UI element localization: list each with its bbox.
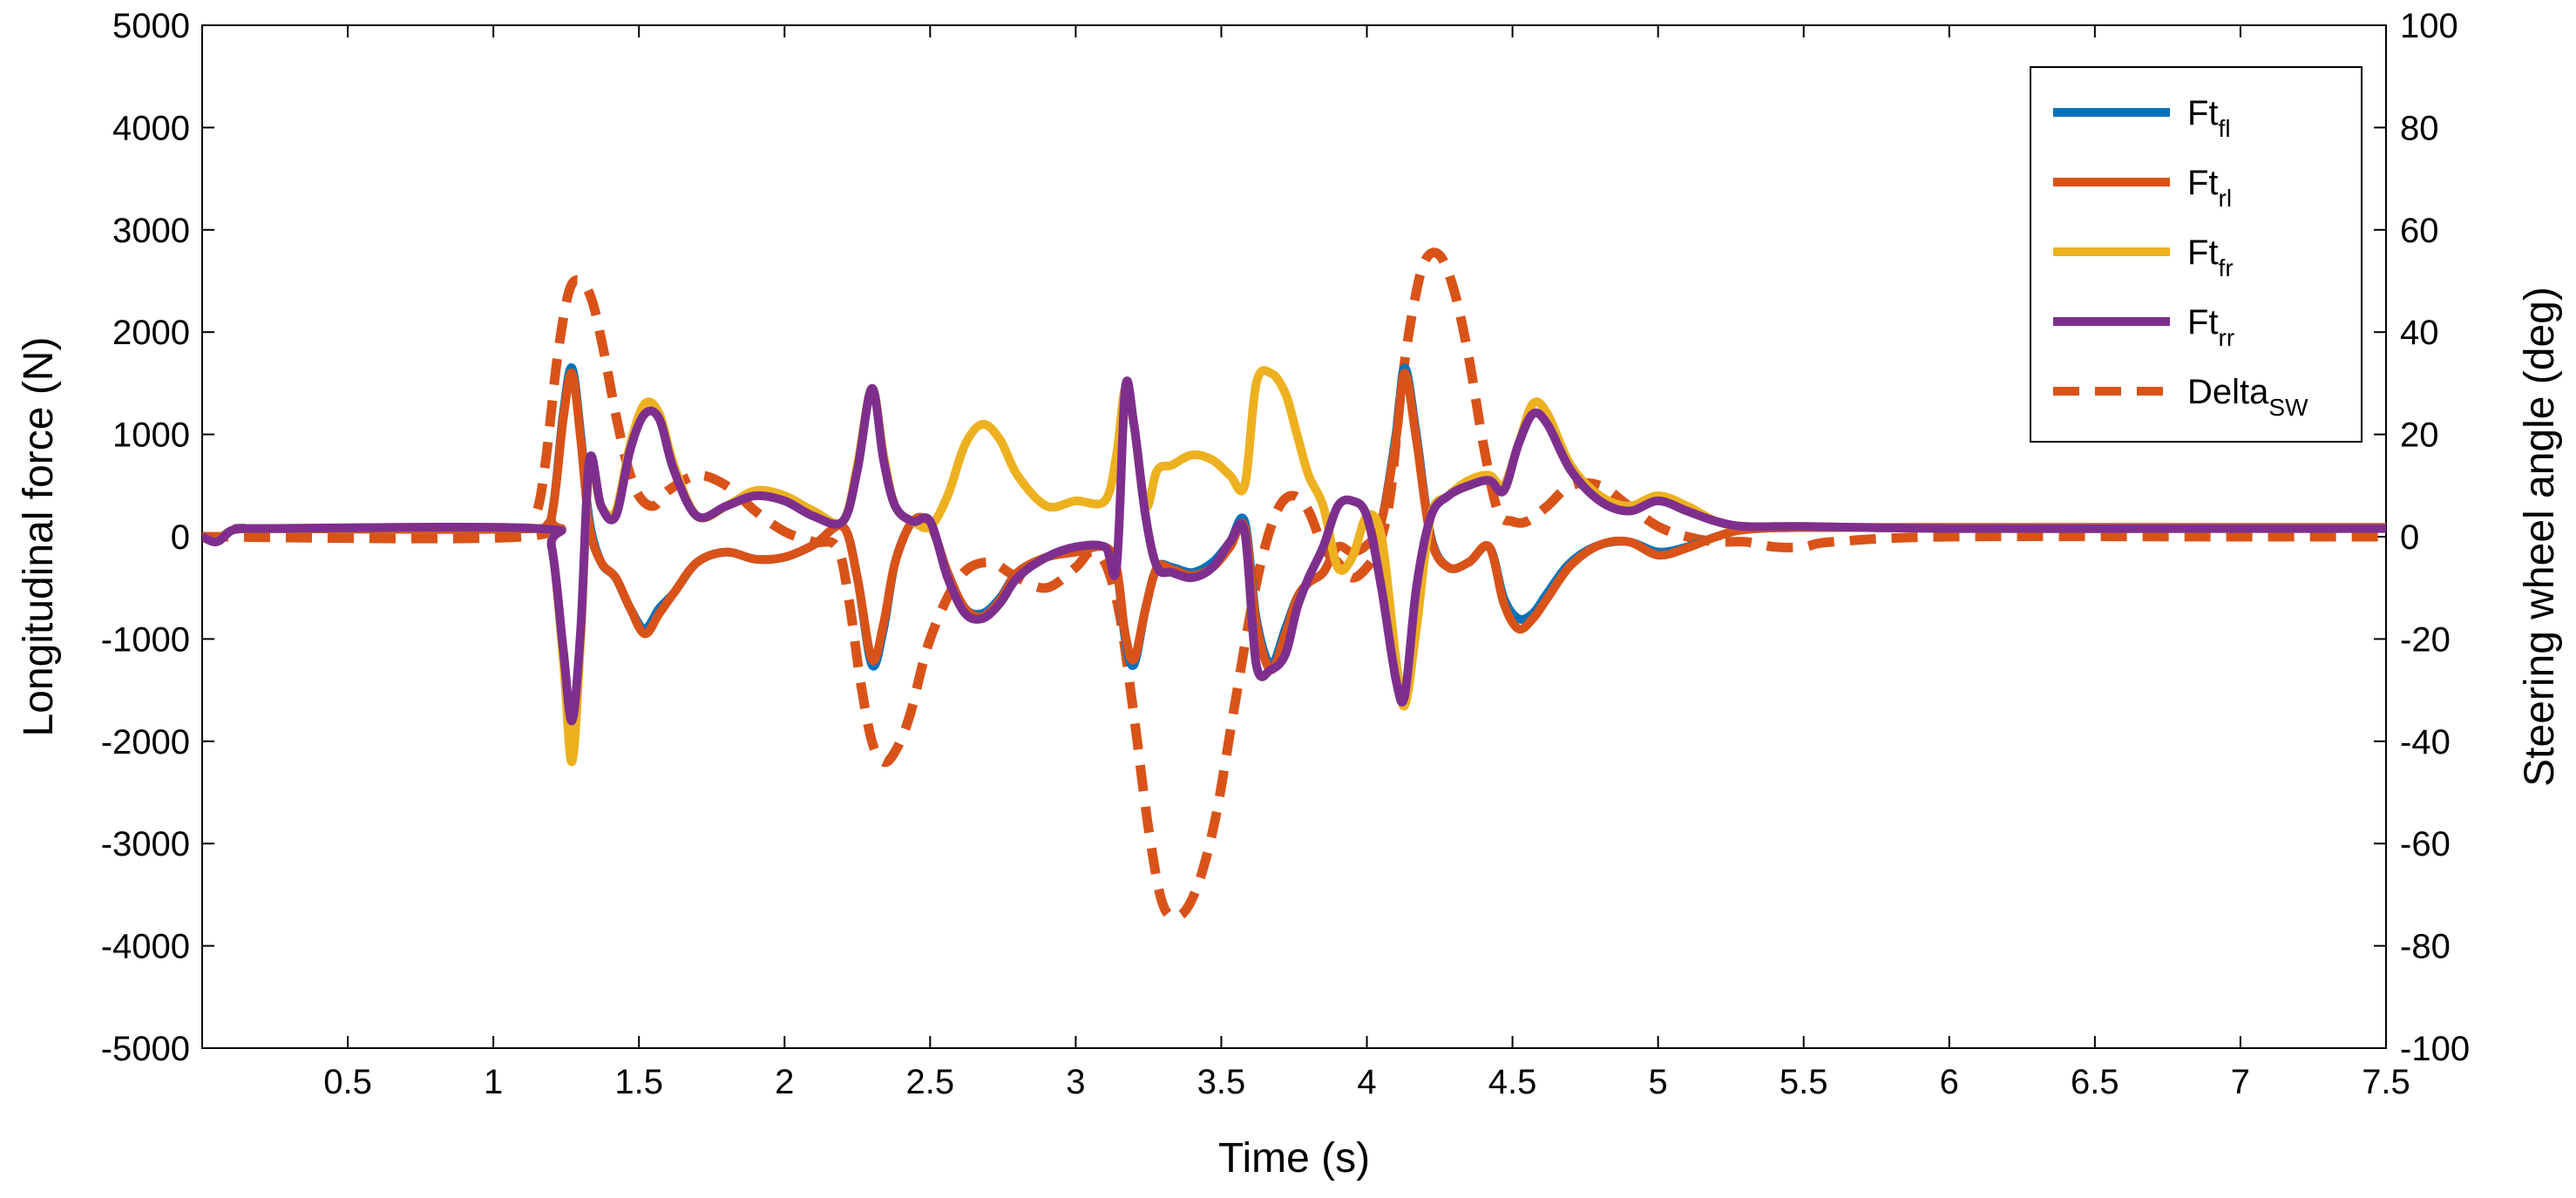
x-tick-label: 2 (775, 1063, 794, 1101)
legend-label-main: Ft (2187, 164, 2219, 202)
legend-label-sub: rl (2219, 185, 2233, 212)
x-tick-label: 7 (2231, 1063, 2250, 1101)
legend-label-sub: rr (2219, 324, 2235, 351)
legend-label-main: Ft (2187, 94, 2219, 132)
series-line-ft-rl (202, 369, 2386, 674)
y-left-tick-label: -5000 (101, 1030, 190, 1068)
x-axis-title: Time (s) (1218, 1135, 1370, 1181)
y-right-tick-label: -60 (2400, 825, 2451, 863)
x-tick-label: 6.5 (2071, 1063, 2119, 1101)
legend-label-sub: SW (2268, 394, 2308, 421)
legend-box (2030, 66, 2362, 443)
x-tick-label: 7.5 (2362, 1063, 2410, 1101)
y-right-tick-label: 40 (2400, 314, 2439, 352)
legend-label: Ftfl (2187, 94, 2231, 142)
y-left-tick-label: 4000 (112, 109, 190, 147)
legend-label-main: Ft (2187, 234, 2219, 272)
legend-label-main: Ft (2187, 303, 2219, 342)
y-left-tick-label: 5000 (112, 7, 190, 45)
series-line-delta-sw (202, 247, 2386, 923)
axes-group: 0.5 1 1.5 2 2.5 3 3.5 4 4.5 5 5.5 6 6.5 7 7.5-5000-400… (16, 7, 2563, 1181)
x-tick-label: 3 (1066, 1063, 1085, 1101)
y-left-tick-label: 0 (171, 518, 190, 557)
y-left-tick-label: -4000 (101, 928, 190, 966)
x-tick-label: 2.5 (906, 1063, 955, 1101)
series-line-ft-rr (202, 376, 2386, 726)
x-tick-label: 3.5 (1197, 1063, 1246, 1101)
y-left-tick-label: 1000 (112, 416, 190, 455)
legend-label-sub: fr (2219, 254, 2234, 281)
y-right-tick-label: 60 (2400, 212, 2439, 250)
legend-label: Ftfr (2187, 234, 2234, 281)
legend-label-sub: fl (2219, 115, 2231, 142)
y-right-axis-title: Steering wheel angle (deg) (2517, 287, 2563, 787)
y-left-tick-label: 3000 (112, 212, 190, 250)
y-right-tick-label: 80 (2400, 109, 2439, 147)
legend-label-main: Delta (2187, 373, 2269, 411)
x-tick-label: 1 (484, 1063, 503, 1101)
y-right-tick-label: -20 (2400, 620, 2451, 659)
legend-label: Ftrl (2187, 164, 2232, 212)
y-right-tick-label: -40 (2400, 723, 2451, 761)
y-right-tick-label: 100 (2400, 7, 2458, 45)
legend-label: Ftrr (2187, 303, 2234, 351)
x-tick-label: 4.5 (1488, 1063, 1537, 1101)
y-right-tick-label: 0 (2400, 518, 2419, 557)
y-left-tick-label: -2000 (101, 723, 190, 761)
x-tick-label: 4 (1357, 1063, 1376, 1101)
y-left-tick-label: -3000 (101, 825, 190, 863)
series-group (202, 247, 2386, 923)
y-left-tick-label: 2000 (112, 314, 190, 352)
y-left-axis-title: Longitudinal force (N) (16, 337, 62, 737)
x-tick-label: 5 (1649, 1063, 1668, 1101)
y-left-tick-label: -1000 (101, 620, 190, 659)
y-right-tick-label: -80 (2400, 928, 2451, 966)
y-right-tick-label: -100 (2400, 1030, 2470, 1068)
x-tick-label: 0.5 (323, 1063, 372, 1101)
x-tick-label: 5.5 (1779, 1063, 1828, 1101)
x-tick-label: 1.5 (614, 1063, 663, 1101)
y-right-tick-label: 20 (2400, 416, 2439, 455)
x-tick-label: 6 (1940, 1063, 1959, 1101)
legend-label: DeltaSW (2187, 373, 2308, 421)
